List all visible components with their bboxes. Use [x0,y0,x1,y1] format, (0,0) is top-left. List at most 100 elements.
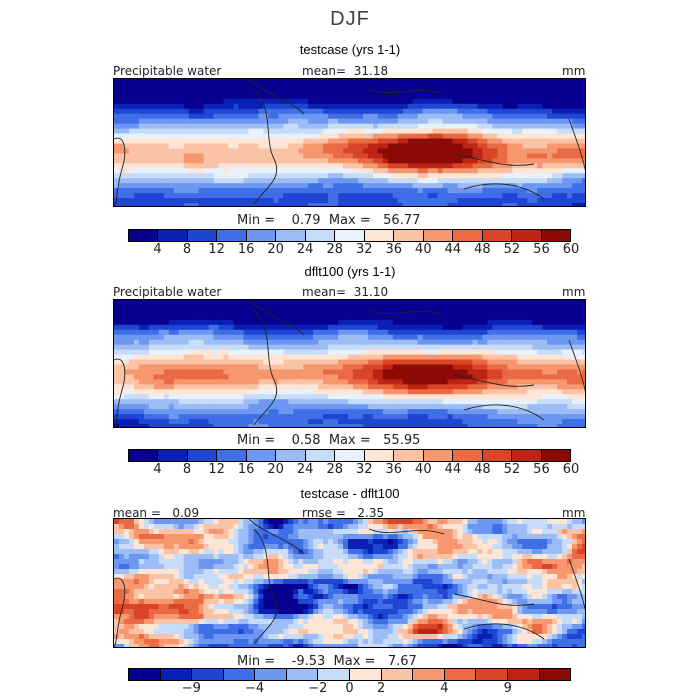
field-cell [452,93,459,100]
field-cell [313,314,319,321]
field-cell [412,168,419,174]
field-cell [547,419,553,425]
field-cell [198,98,205,105]
field-cell [323,319,329,326]
field-cell [338,314,344,321]
field-cell [377,93,384,100]
field-cell [487,300,493,306]
field-cell [203,203,210,206]
field-cell [357,158,364,164]
field-cell [492,354,498,361]
field-cell [128,158,135,164]
field-cell [502,108,508,115]
field-cell [188,118,195,125]
field-cell [238,384,245,390]
field-cell [213,344,220,351]
field-cell [313,128,319,135]
field-cell [542,103,548,110]
field-cell [352,304,359,311]
field-cell [512,329,518,336]
field-cell [208,364,215,371]
field-cell [357,98,364,105]
field-cell [303,309,309,316]
field-cell [348,79,354,85]
field-cell [148,193,155,199]
field-cell [537,319,543,326]
field-cell [133,123,140,130]
field-cell [442,193,449,199]
field-cell [203,374,210,380]
field-cell [372,83,379,90]
field-cell [348,364,354,371]
field-cell [163,158,170,164]
field-cell [527,364,533,371]
field-cell [482,198,489,204]
field-cell [457,198,464,204]
field-cell [153,384,160,390]
field-cell [143,118,150,125]
field-cell [273,369,279,376]
field-cell [173,379,180,385]
field-cell [532,300,538,306]
field-cell [133,193,140,199]
field-cell [517,329,523,336]
field-cell [318,198,324,204]
field-cell [238,319,245,326]
field-cell [203,153,210,159]
field-cell [123,93,130,100]
field-cell [158,143,165,150]
field-cell [517,314,523,321]
field-cell [193,334,200,341]
field-cell [328,133,334,140]
field-cell [532,339,538,346]
field-cell [502,409,508,415]
field-cell [233,98,240,105]
field-cell [442,300,449,306]
field-cell [397,138,404,145]
field-cell [288,153,294,159]
field-cell [303,374,309,380]
field-cell [188,203,195,206]
field-cell [487,148,493,155]
field-cell [437,153,444,159]
field-cell [512,198,518,204]
field-cell [228,354,235,361]
field-cell [138,193,145,199]
field-cell [447,424,454,427]
field-cell [552,128,558,135]
field-cell [338,424,344,427]
field-cell [412,419,419,425]
field-cell [303,93,309,100]
field-cell [123,108,130,115]
field-cell [417,153,424,159]
field-cell [527,389,533,395]
field-cell [223,128,230,135]
field-cell [223,389,230,395]
field-cell [562,138,568,145]
field-cell [163,354,170,361]
field-cell [537,339,543,346]
field-cell [348,359,354,366]
field-cell [328,183,334,189]
colorbar-tick-label: 48 [474,242,491,257]
field-cell [497,354,503,361]
field-cell [128,414,135,420]
field-cell [387,394,394,400]
field-cell [303,394,309,400]
field-cell [512,300,518,306]
field-cell [547,113,553,120]
field-cell [308,168,314,174]
field-cell [522,309,528,316]
field-cell [487,349,493,356]
field-cell [417,359,424,366]
field-cell [387,138,394,145]
field-cell [562,329,568,336]
field-cell [114,334,120,341]
field-cell [567,83,573,90]
field-cell [318,399,324,405]
field-cell [323,359,329,366]
field-cell [343,414,349,420]
field-cell [178,113,185,120]
field-cell [502,153,508,159]
field-cell [273,409,279,415]
